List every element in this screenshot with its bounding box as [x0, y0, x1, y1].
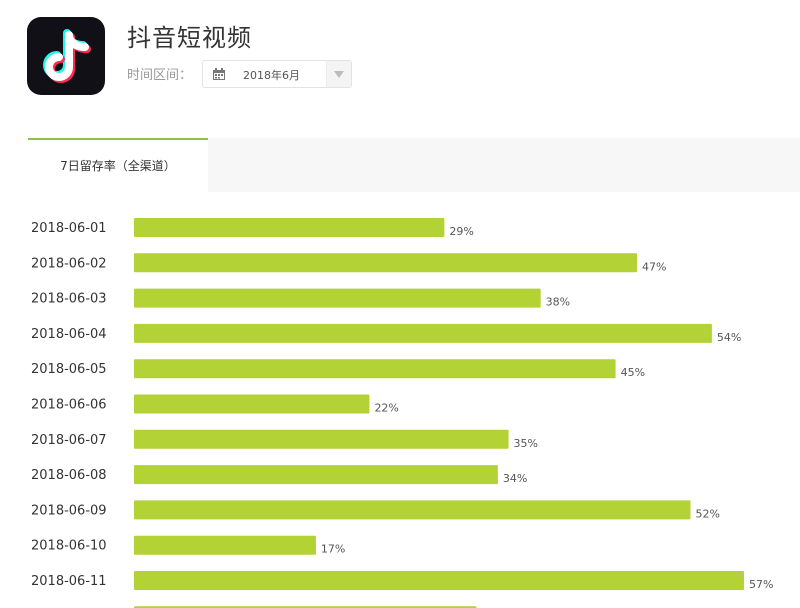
- value-label: 29%: [449, 225, 473, 238]
- bar[interactable]: [134, 218, 445, 237]
- period-label: 时间区间：: [127, 68, 193, 83]
- caret-down-icon: [334, 71, 344, 78]
- category-label: 2018-06-05: [31, 362, 107, 377]
- category-label: 2018-06-07: [31, 433, 107, 448]
- value-label: 45%: [621, 366, 645, 379]
- value-label: 34%: [503, 472, 527, 485]
- bar[interactable]: [134, 465, 498, 485]
- bar[interactable]: [134, 500, 691, 520]
- category-label: 2018-06-10: [31, 539, 107, 554]
- value-label: 38%: [546, 296, 570, 309]
- app-title: 抖音短视频: [127, 24, 252, 52]
- category-label: 2018-06-01: [31, 221, 107, 236]
- retention-bar-chart: 2018-06-01 29% 2018-06-02 47% 2018-06-03 38% 2…: [31, 218, 773, 608]
- bar[interactable]: [134, 288, 541, 308]
- category-label: 2018-06-03: [31, 292, 107, 307]
- value-label: 35%: [514, 437, 538, 450]
- value-label: 54%: [717, 331, 741, 344]
- value-label: 22%: [374, 402, 398, 415]
- bar[interactable]: [134, 323, 712, 343]
- tiktok-note-icon: [43, 29, 91, 83]
- value-label: 47%: [642, 260, 666, 273]
- tab-bar: 7日留存率（全渠道）: [28, 138, 800, 192]
- bar[interactable]: [134, 359, 616, 379]
- tab-retention-7day[interactable]: 7日留存率（全渠道）: [28, 138, 208, 192]
- month-picker-value: 2018年6月: [243, 69, 300, 82]
- bar[interactable]: [134, 535, 316, 555]
- category-label: 2018-06-11: [31, 574, 107, 589]
- bar[interactable]: [134, 253, 637, 273]
- value-label: 57%: [749, 578, 773, 591]
- month-picker[interactable]: 2018年6月: [202, 60, 352, 88]
- value-label: 17%: [321, 543, 345, 556]
- category-label: 2018-06-09: [31, 503, 107, 518]
- month-picker-toggle[interactable]: [326, 61, 351, 87]
- bar[interactable]: [134, 394, 370, 414]
- bar[interactable]: [134, 429, 509, 449]
- category-label: 2018-06-08: [31, 468, 107, 483]
- value-label: 52%: [695, 507, 719, 520]
- app-logo: [27, 17, 105, 95]
- category-label: 2018-06-06: [31, 398, 107, 413]
- calendar-icon: [213, 68, 225, 80]
- category-label: 2018-06-04: [31, 327, 107, 342]
- bar[interactable]: [134, 571, 744, 590]
- category-label: 2018-06-02: [31, 256, 107, 271]
